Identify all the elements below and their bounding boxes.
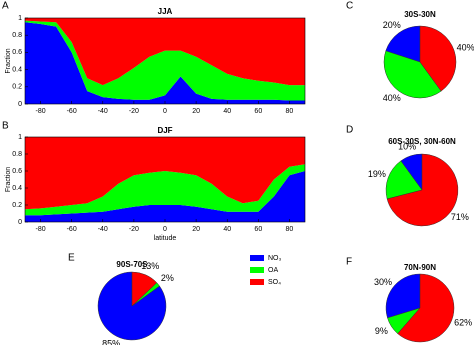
y-tick-label: 0 (18, 101, 22, 108)
legend-swatch (250, 279, 264, 285)
y-tick-label: 1 (18, 15, 22, 22)
legend-label: SO₄ (268, 279, 281, 286)
slice-label: 19% (368, 169, 386, 179)
slice-label: 20% (383, 20, 401, 30)
pie-slice (131, 271, 158, 307)
area-band (25, 171, 305, 222)
legend-swatch (250, 255, 264, 261)
slice-label: 10% (398, 142, 416, 152)
pie-slice (385, 160, 423, 200)
y-tick-label: 1 (18, 134, 22, 141)
panel-label: A (2, 1, 9, 12)
x-tick-label: -80 (35, 226, 45, 233)
y-axis-label: Fraction (5, 48, 12, 73)
slice-label: 40% (383, 93, 401, 103)
legend-label: OA (268, 267, 278, 274)
slice-label: 9% (375, 326, 388, 336)
x-tick-label: -80 (35, 108, 45, 115)
panel-label: C (346, 1, 353, 12)
x-tick-label: -40 (98, 108, 108, 115)
x-tick-label: 0 (163, 226, 167, 233)
x-tick-label: 60 (254, 108, 262, 115)
slice-label: 13% (141, 261, 159, 271)
chart-title: 60S-30S, 30N-60N (388, 137, 456, 146)
slice-label: 2% (161, 273, 174, 283)
slice-label: 40% (457, 42, 474, 52)
x-tick-label: -40 (98, 226, 108, 233)
y-tick-label: 0.2 (12, 202, 22, 209)
chart-title: DJF (157, 126, 172, 135)
area-band (25, 20, 305, 101)
y-tick-label: 0.2 (12, 84, 22, 91)
chart-title: JJA (158, 7, 173, 16)
slice-label: 30% (374, 277, 392, 287)
y-tick-label: 0.8 (12, 32, 22, 39)
y-tick-label: 0.4 (12, 185, 22, 192)
x-axis-label: latitude (154, 235, 177, 242)
y-tick-label: 0.6 (12, 168, 22, 175)
slice-label: 62% (454, 317, 472, 327)
legend-swatch (250, 267, 264, 273)
x-tick-label: 40 (223, 226, 231, 233)
panel-label: D (346, 125, 353, 136)
legend-label: NO₃ (268, 255, 282, 262)
slice-label: 71% (451, 212, 469, 222)
pie-slice (385, 273, 421, 319)
panel-label: B (2, 121, 9, 132)
panel-label: E (68, 253, 75, 264)
area-band (25, 164, 305, 216)
pie-slice (385, 25, 421, 63)
y-tick-label: 0.6 (12, 49, 22, 56)
area-band (25, 22, 305, 104)
y-axis-label: Fraction (5, 167, 12, 192)
y-tick-label: 0 (18, 219, 22, 226)
pie-slice (383, 50, 442, 99)
chart-title: 90S-70S (116, 260, 148, 269)
pie-slice (419, 25, 457, 92)
panel-label: F (346, 257, 352, 268)
slice-label: 85% (102, 339, 120, 345)
x-tick-label: 80 (286, 108, 294, 115)
x-tick-label: 20 (192, 226, 200, 233)
area-band (25, 18, 305, 86)
pie-slice (386, 153, 459, 227)
x-tick-label: -20 (129, 226, 139, 233)
x-tick-label: 0 (163, 108, 167, 115)
x-tick-label: -60 (67, 226, 77, 233)
area-band (25, 137, 305, 210)
x-tick-label: 20 (192, 108, 200, 115)
x-tick-label: 40 (223, 108, 231, 115)
x-tick-label: 80 (286, 226, 294, 233)
pie-slice (397, 273, 455, 343)
x-tick-label: -20 (129, 108, 139, 115)
chart-title: 70N-90N (404, 263, 436, 272)
x-tick-label: -60 (67, 108, 77, 115)
x-tick-label: 60 (254, 226, 262, 233)
y-tick-label: 0.4 (12, 66, 22, 73)
y-tick-label: 0.8 (12, 151, 22, 158)
chart-title: 30S-30N (404, 10, 436, 19)
